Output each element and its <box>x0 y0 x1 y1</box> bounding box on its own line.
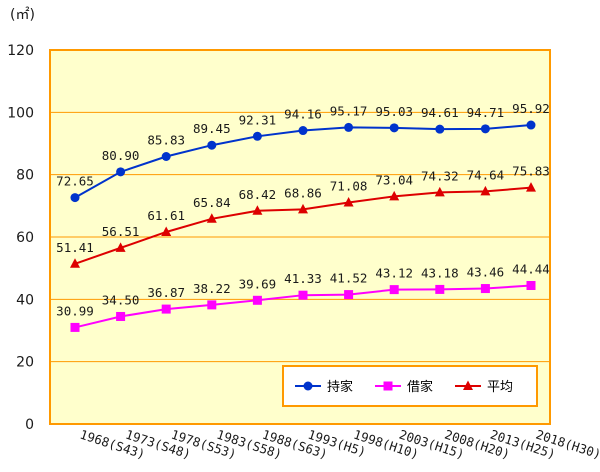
data-point-rented <box>116 311 126 321</box>
data-label-owned: 94.71 <box>467 105 505 120</box>
data-point-average <box>480 185 491 196</box>
data-label-average: 75.83 <box>512 164 550 179</box>
data-point-owned <box>298 126 308 136</box>
data-label-rented: 43.12 <box>375 266 413 281</box>
data-point-rented <box>480 284 490 294</box>
legend-label-average: 平均 <box>487 380 513 395</box>
data-point-owned <box>252 131 262 141</box>
data-label-owned: 72.65 <box>56 174 94 189</box>
data-label-rented: 44.44 <box>512 261 550 276</box>
legend: 持家 借家 平均 <box>282 365 538 407</box>
y-axis-unit-label: (㎡) <box>10 7 35 23</box>
data-point-rented <box>298 290 308 300</box>
y-tick-label: 60 <box>16 230 34 246</box>
y-tick-label: 100 <box>7 105 34 121</box>
data-point-average <box>389 190 400 201</box>
data-label-rented: 43.46 <box>467 265 505 280</box>
data-point-owned <box>435 124 445 134</box>
legend-box <box>282 365 538 407</box>
data-label-owned: 95.92 <box>512 101 550 116</box>
data-label-average: 56.51 <box>102 224 140 239</box>
y-tick-label: 80 <box>16 168 34 184</box>
data-point-owned <box>344 122 354 132</box>
data-label-owned: 85.83 <box>147 132 185 147</box>
legend-marker-average <box>463 380 473 390</box>
data-point-rented <box>161 304 171 314</box>
data-point-average <box>298 203 308 214</box>
data-point-owned <box>526 120 536 130</box>
data-point-average <box>252 205 263 215</box>
data-label-owned: 95.03 <box>375 104 413 119</box>
y-tick-label: 120 <box>7 43 34 59</box>
data-label-average: 51.41 <box>56 240 94 255</box>
data-label-owned: 89.45 <box>193 121 231 136</box>
data-point-rented <box>252 295 262 305</box>
data-point-owned <box>480 124 490 134</box>
data-point-average <box>526 182 536 192</box>
data-label-owned: 94.16 <box>284 107 322 122</box>
data-label-rented: 34.50 <box>102 292 140 307</box>
data-point-owned <box>389 123 399 133</box>
data-point-average <box>161 226 172 236</box>
data-point-rented <box>389 285 399 295</box>
data-label-owned: 95.17 <box>330 103 368 118</box>
data-label-owned: 94.61 <box>421 105 459 120</box>
data-point-rented <box>526 280 536 290</box>
data-label-average: 65.84 <box>193 195 231 210</box>
data-point-owned <box>161 151 171 161</box>
data-label-owned: 80.90 <box>102 148 140 163</box>
data-point-owned <box>207 140 217 150</box>
data-point-average <box>115 242 126 252</box>
y-tick-label: 0 <box>25 417 34 433</box>
data-label-owned: 92.31 <box>239 112 277 127</box>
data-label-average: 74.32 <box>421 168 459 183</box>
data-point-rented <box>435 284 445 294</box>
data-point-average <box>343 196 354 207</box>
data-label-rented: 39.69 <box>239 276 277 291</box>
data-label-rented: 43.18 <box>421 265 459 280</box>
data-label-average: 74.64 <box>467 167 505 182</box>
data-point-average <box>70 258 80 268</box>
data-point-rented <box>344 290 354 300</box>
data-label-average: 68.86 <box>284 185 322 200</box>
data-point-average <box>434 186 445 197</box>
data-label-rented: 41.33 <box>284 271 322 286</box>
plot-frame <box>49 49 551 425</box>
y-tick-label: 40 <box>16 292 34 308</box>
data-label-rented: 38.22 <box>193 281 231 296</box>
data-label-average: 68.42 <box>239 187 277 202</box>
legend-marker-rented <box>383 381 393 391</box>
legend-marker-owned <box>303 381 313 391</box>
data-point-average <box>206 213 217 223</box>
data-point-owned <box>70 193 80 203</box>
legend-label-rented: 借家 <box>407 379 433 395</box>
data-label-average: 61.61 <box>147 208 185 223</box>
legend-label-owned: 持家 <box>327 379 353 395</box>
data-label-average: 71.08 <box>330 178 368 193</box>
y-tick-label: 20 <box>16 355 34 371</box>
data-point-owned <box>116 167 126 177</box>
data-label-rented: 30.99 <box>56 303 94 318</box>
data-label-rented: 41.52 <box>330 271 368 286</box>
data-point-rented <box>207 300 217 310</box>
data-label-rented: 36.87 <box>147 285 185 300</box>
data-point-rented <box>70 322 80 332</box>
data-label-average: 73.04 <box>375 172 413 187</box>
